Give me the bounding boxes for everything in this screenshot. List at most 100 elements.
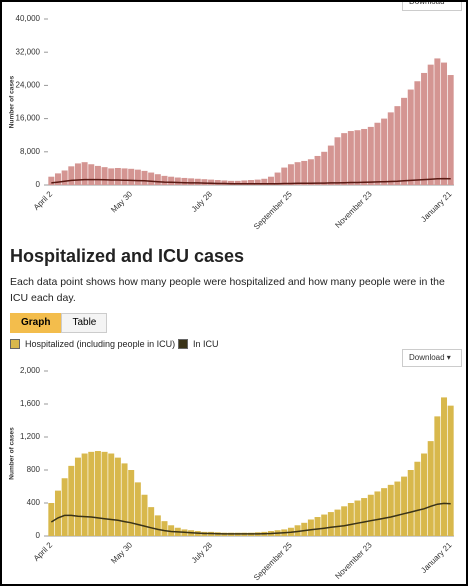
y-tick-label: 32,000 [16, 47, 41, 56]
bar [54, 490, 61, 536]
y-tick-label: 40,000 [16, 14, 41, 23]
bar [301, 522, 308, 536]
bar [381, 118, 388, 185]
line [50, 502, 451, 535]
bar [261, 178, 268, 185]
bar [68, 166, 75, 185]
bar [48, 176, 55, 185]
bar [361, 498, 368, 536]
bar [387, 112, 394, 185]
x-tick-label: April 2 [32, 540, 55, 563]
bar [401, 97, 408, 185]
bar [141, 494, 148, 536]
y-tick-label: 24,000 [16, 81, 41, 90]
bar [168, 176, 175, 185]
bar [54, 173, 61, 185]
y-tick-label: 1,600 [20, 399, 41, 408]
bar [421, 72, 428, 185]
bar [354, 130, 361, 185]
graph-tab[interactable]: Graph [10, 313, 62, 333]
x-tick-label: September 25 [252, 189, 294, 231]
bar [421, 453, 428, 536]
bar [88, 164, 95, 185]
bar [61, 478, 68, 536]
bar [234, 180, 241, 185]
bar [161, 175, 168, 185]
bar [241, 180, 248, 185]
bar [214, 180, 221, 185]
bar [427, 64, 434, 185]
bar [114, 457, 121, 536]
y-tick-label: 1,200 [20, 432, 41, 441]
bar [254, 179, 261, 185]
bar [48, 503, 55, 536]
bar [287, 164, 294, 185]
bar [447, 75, 454, 185]
y-tick-label: 400 [27, 498, 41, 507]
download-button[interactable]: Download [402, 2, 462, 11]
bar [161, 521, 168, 536]
legend-item[interactable]: In ICU [178, 339, 219, 349]
bar [314, 517, 321, 536]
bar [367, 126, 374, 185]
bar [361, 128, 368, 185]
bar [334, 137, 341, 185]
bar [94, 451, 101, 536]
bar [407, 89, 414, 185]
bar [74, 163, 81, 185]
bar [154, 174, 161, 185]
bar [347, 503, 354, 536]
bar [374, 491, 381, 536]
bar [327, 512, 334, 536]
bar [401, 476, 408, 536]
bar [414, 81, 421, 185]
bar [68, 465, 75, 536]
bar [274, 172, 281, 185]
line [51, 177, 451, 185]
bar [387, 484, 394, 536]
bar [141, 170, 148, 185]
bar [414, 461, 421, 536]
bar [94, 165, 101, 185]
y-tick-label: 0 [36, 531, 41, 540]
bar [101, 167, 108, 185]
bar [347, 131, 354, 185]
x-tick-label: January 21 [419, 540, 454, 575]
bar [228, 180, 235, 185]
table-tab[interactable]: Table [61, 313, 108, 333]
bar [188, 178, 195, 185]
bar [367, 494, 374, 536]
bar [327, 145, 334, 185]
legend-item[interactable]: Hospitalized (including people in ICU) [10, 339, 175, 349]
x-tick-label: November 23 [333, 540, 374, 581]
x-tick-label: January 21 [419, 189, 454, 224]
download-button[interactable]: Download ▾ [402, 349, 462, 367]
bar [181, 177, 188, 185]
bar [394, 106, 401, 185]
bar [108, 168, 115, 185]
bar [194, 178, 201, 185]
x-tick-label: July 28 [190, 540, 215, 565]
bar [334, 509, 341, 536]
bar [81, 453, 88, 536]
bar [374, 122, 381, 185]
bar [447, 405, 454, 536]
section-description: Each data point shows how many people we… [10, 276, 445, 304]
bar [61, 170, 68, 185]
bar [114, 167, 121, 185]
bar [307, 159, 314, 185]
bar [441, 62, 448, 186]
x-tick-label: May 30 [109, 189, 134, 214]
legend-label: In ICU [193, 339, 219, 349]
bar [321, 514, 328, 536]
bar [148, 507, 155, 536]
bar [441, 397, 448, 536]
x-tick-label: July 28 [190, 189, 215, 214]
bar [301, 160, 308, 185]
bar [208, 179, 215, 185]
bar [307, 519, 314, 536]
bar [174, 177, 181, 185]
bar [281, 167, 288, 185]
y-tick-label: 2,000 [20, 366, 41, 375]
